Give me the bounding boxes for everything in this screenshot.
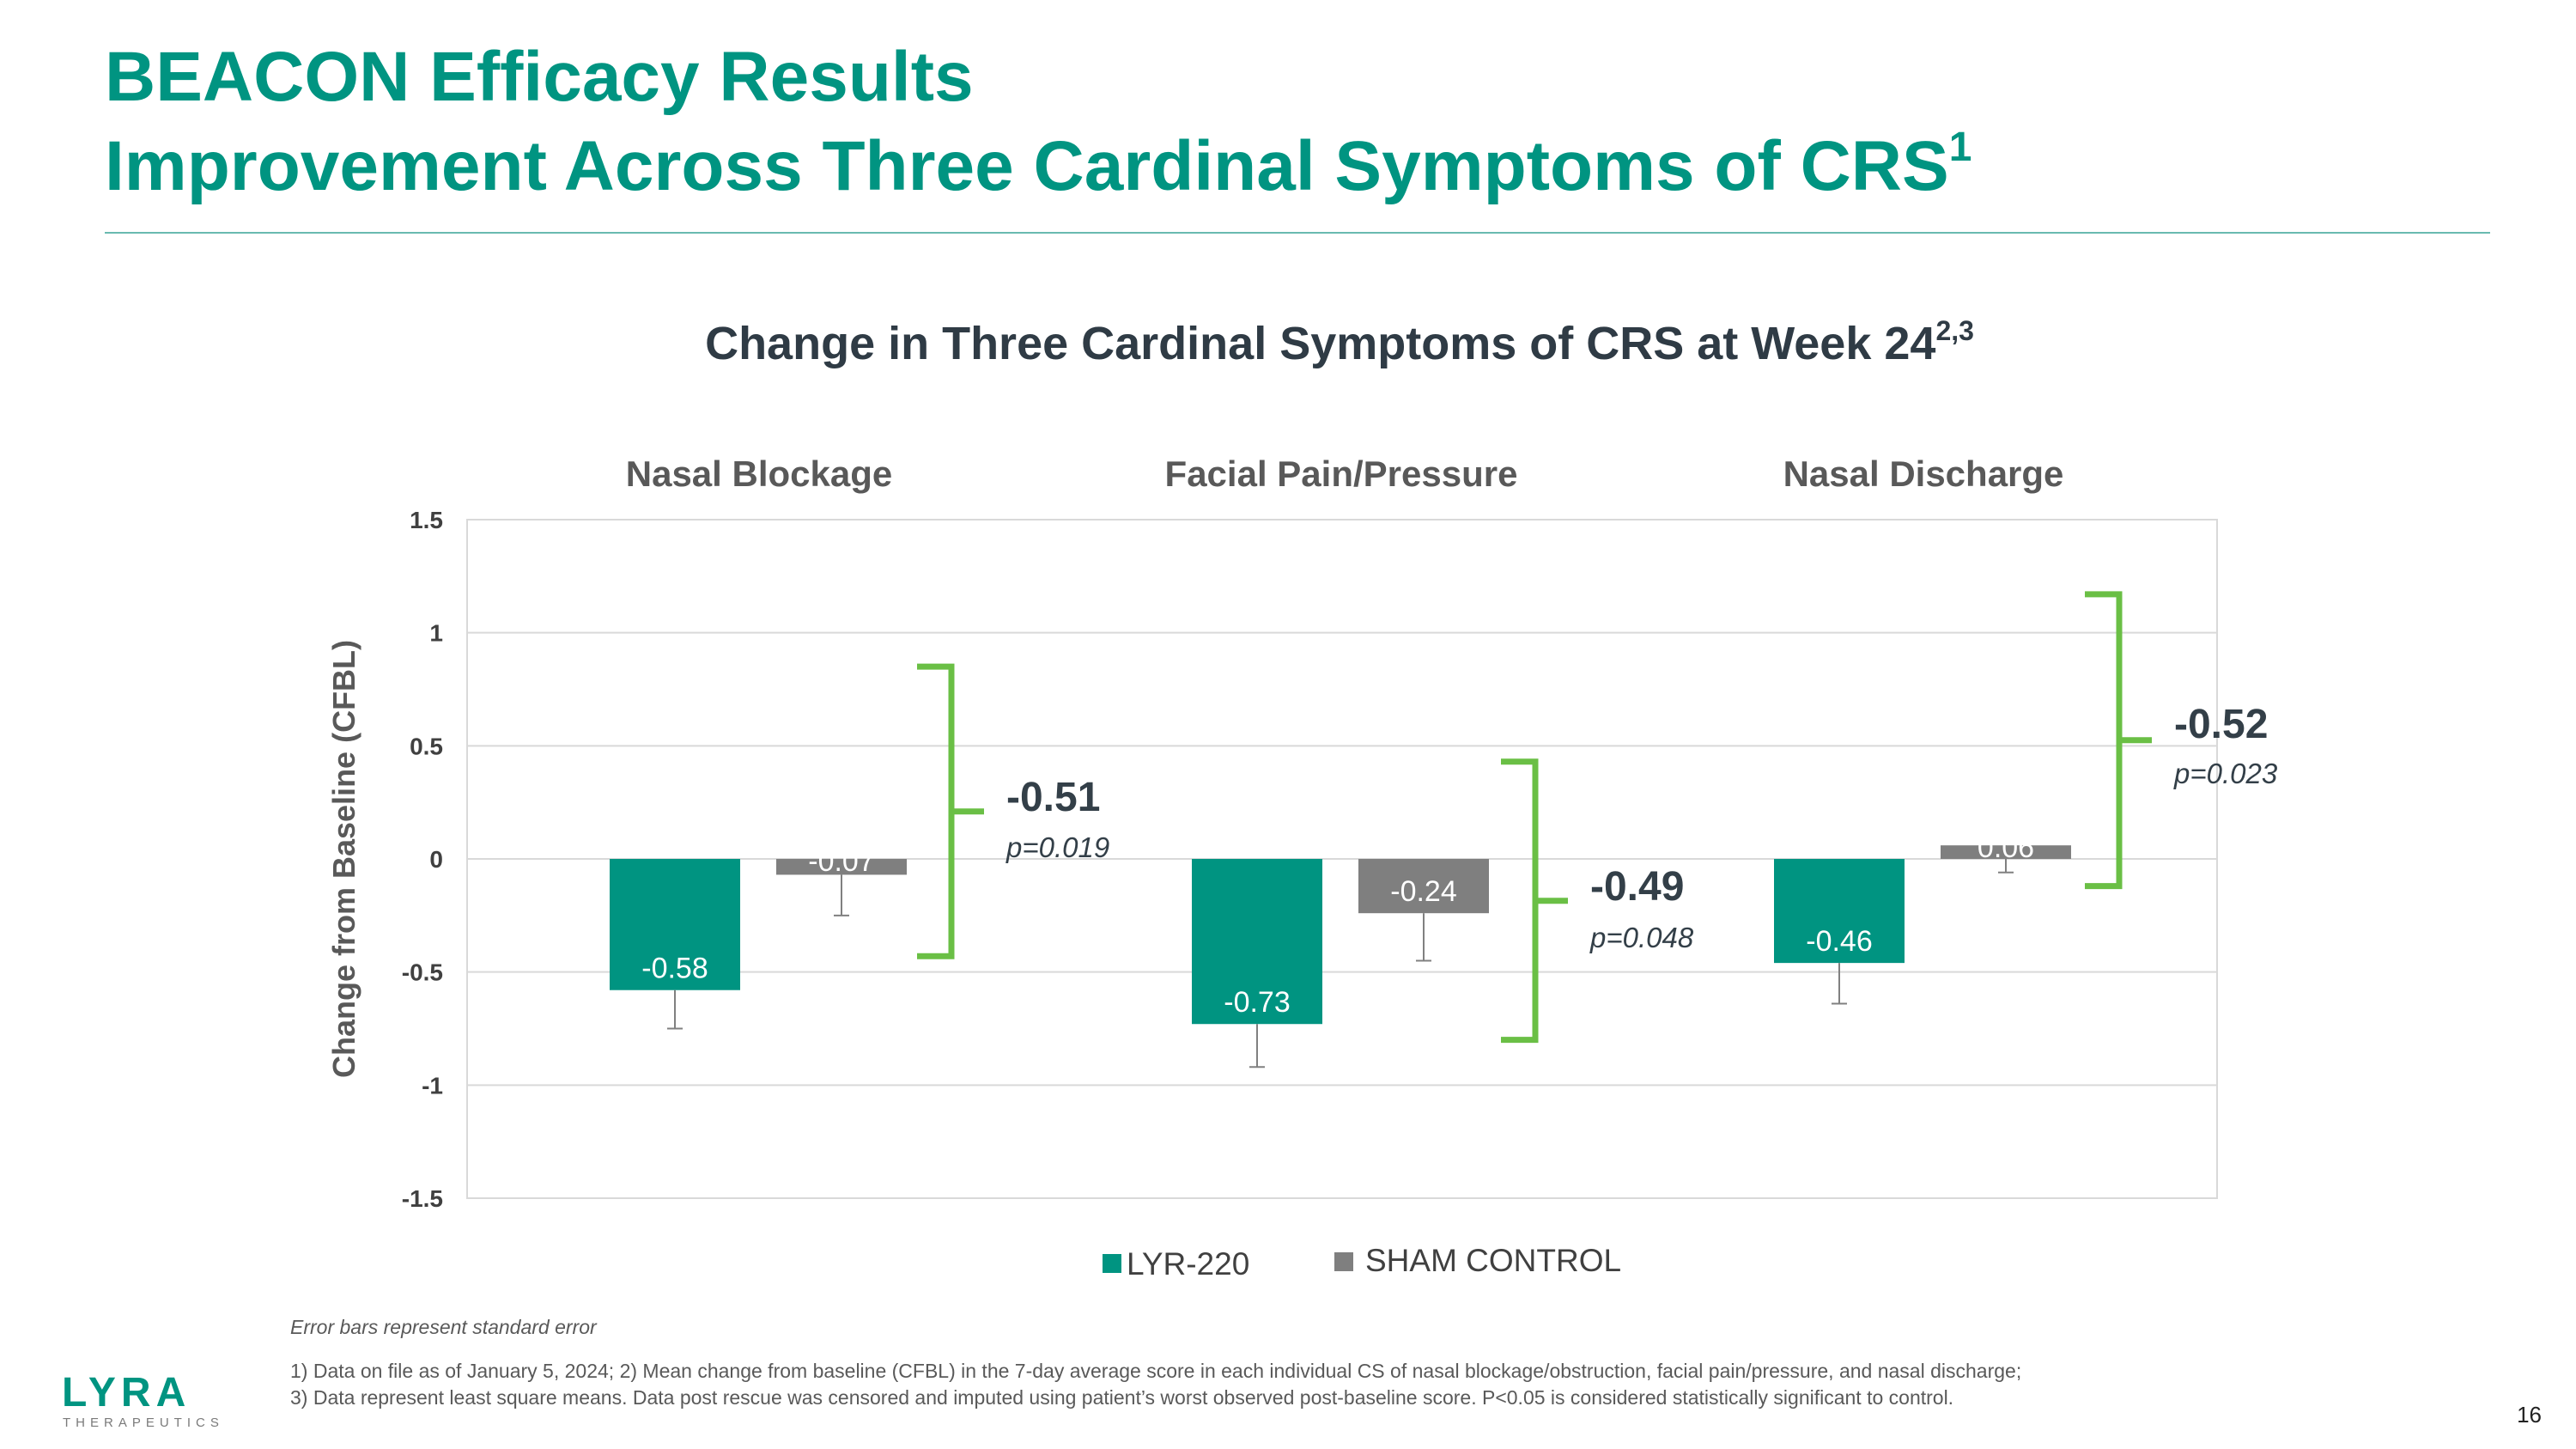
p-value: p=0.023 bbox=[2173, 758, 2278, 789]
y-tick-label: -1 bbox=[422, 1072, 443, 1099]
difference-value: -0.51 bbox=[1006, 775, 1100, 820]
difference-bracket bbox=[917, 663, 984, 959]
legend-label-lyr220: LYR-220 bbox=[1127, 1246, 1249, 1282]
title-divider bbox=[105, 232, 2490, 234]
y-tick-label: -1.5 bbox=[402, 1185, 443, 1212]
y-tick-label: 1 bbox=[429, 620, 443, 647]
chart-title: Change in Three Cardinal Symptoms of CRS… bbox=[705, 315, 1974, 369]
footnote-2: 3) Data represent least square means. Da… bbox=[290, 1386, 1954, 1409]
data-label: -0.46 bbox=[1806, 925, 1873, 958]
difference-value: -0.49 bbox=[1590, 864, 1684, 910]
category-label: Nasal Discharge bbox=[1783, 454, 2064, 494]
logo-wordmark: LYRA bbox=[62, 1370, 191, 1416]
y-tick-label: -0.5 bbox=[402, 959, 443, 986]
logo-subtext: THERAPEUTICS bbox=[63, 1416, 224, 1430]
title-line-1: BEACON Efficacy Results bbox=[105, 38, 974, 116]
category-label: Nasal Blockage bbox=[626, 454, 893, 494]
bar-lyr220 bbox=[1774, 859, 1905, 964]
bar-lyr220 bbox=[610, 859, 740, 990]
bar-lyr220 bbox=[1192, 859, 1322, 1025]
y-axis-label: Change from Baseline (CFBL) bbox=[326, 640, 361, 1078]
page-title: BEACON Efficacy Results Improvement Acro… bbox=[105, 33, 1971, 211]
error-bar-note: Error bars represent standard error bbox=[290, 1316, 597, 1338]
difference-bracket bbox=[1501, 758, 1568, 1044]
title-superscript: 1 bbox=[1948, 125, 1972, 170]
efficacy-chart: Change in Three Cardinal Symptoms of CRS… bbox=[326, 315, 2278, 1282]
y-tick-label: 0.5 bbox=[410, 733, 443, 759]
legend-swatch-lyr220 bbox=[1103, 1254, 1121, 1273]
bar-sham bbox=[1358, 859, 1489, 914]
data-label: 0.06 bbox=[1978, 831, 2034, 864]
category-label: Facial Pain/Pressure bbox=[1165, 454, 1518, 494]
data-label: -0.58 bbox=[641, 953, 708, 985]
difference-bracket bbox=[2085, 591, 2152, 890]
footnote-1: 1) Data on file as of January 5, 2024; 2… bbox=[290, 1360, 2022, 1382]
p-value: p=0.019 bbox=[1005, 831, 1109, 863]
data-label: -0.24 bbox=[1390, 875, 1457, 908]
data-label: -0.73 bbox=[1224, 986, 1291, 1019]
legend-swatch-sham bbox=[1334, 1252, 1353, 1271]
page-number: 16 bbox=[2517, 1402, 2542, 1428]
title-line-2: Improvement Across Three Cardinal Sympto… bbox=[105, 125, 1972, 206]
bar-sham bbox=[776, 859, 907, 875]
difference-value: -0.52 bbox=[2174, 702, 2268, 747]
plot-area-border bbox=[466, 519, 2218, 1199]
legend-label-sham: SHAM CONTROL bbox=[1365, 1243, 1621, 1278]
p-value: p=0.048 bbox=[1589, 922, 1694, 953]
data-label: -0.07 bbox=[808, 845, 875, 878]
y-tick-label: 1.5 bbox=[410, 507, 443, 533]
y-tick-label: 0 bbox=[429, 846, 443, 873]
lyra-logo: LYRA THERAPEUTICS bbox=[62, 1370, 224, 1430]
